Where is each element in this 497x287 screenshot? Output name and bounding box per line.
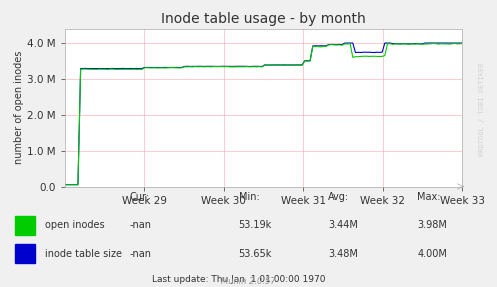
open inodes xyxy=(270,64,276,67)
Text: Avg:: Avg: xyxy=(328,192,349,202)
open inodes xyxy=(459,42,465,45)
Title: Inode table usage - by month: Inode table usage - by month xyxy=(161,12,366,26)
inode table size xyxy=(393,42,399,45)
Line: open inodes: open inodes xyxy=(65,43,462,185)
Text: Munin 2.0.57: Munin 2.0.57 xyxy=(221,277,276,286)
inode table size xyxy=(342,41,348,45)
Text: 3.98M: 3.98M xyxy=(417,220,447,230)
Text: inode table size: inode table size xyxy=(45,249,122,259)
inode table size xyxy=(270,63,276,67)
Text: -nan: -nan xyxy=(129,220,151,230)
Line: inode table size: inode table size xyxy=(65,43,462,185)
Bar xyxy=(15,244,35,263)
open inodes xyxy=(390,43,396,46)
Y-axis label: number of open inodes: number of open inodes xyxy=(14,51,24,164)
Text: 53.19k: 53.19k xyxy=(239,220,272,230)
inode table size xyxy=(336,43,342,46)
Text: RRDTOOL / TOBI OETIKER: RRDTOOL / TOBI OETIKER xyxy=(479,62,485,156)
Text: -nan: -nan xyxy=(129,249,151,259)
Text: Max:: Max: xyxy=(417,192,441,202)
Text: Last update: Thu Jan  1 01:00:00 1970: Last update: Thu Jan 1 01:00:00 1970 xyxy=(152,275,326,284)
open inodes xyxy=(192,65,198,68)
Text: 53.65k: 53.65k xyxy=(239,249,272,259)
Text: 3.44M: 3.44M xyxy=(328,220,358,230)
Text: Cur:: Cur: xyxy=(129,192,149,202)
inode table size xyxy=(219,65,225,68)
inode table size xyxy=(286,63,292,67)
Text: open inodes: open inodes xyxy=(45,220,104,230)
Text: Min:: Min: xyxy=(239,192,259,202)
open inodes xyxy=(219,65,225,68)
inode table size xyxy=(459,41,465,45)
Text: 3.48M: 3.48M xyxy=(328,249,358,259)
Text: 4.00M: 4.00M xyxy=(417,249,447,259)
inode table size xyxy=(62,183,68,186)
Bar xyxy=(15,216,35,235)
open inodes xyxy=(336,43,342,46)
open inodes xyxy=(62,183,68,187)
inode table size xyxy=(192,65,198,68)
open inodes xyxy=(451,42,457,45)
open inodes xyxy=(286,64,292,67)
